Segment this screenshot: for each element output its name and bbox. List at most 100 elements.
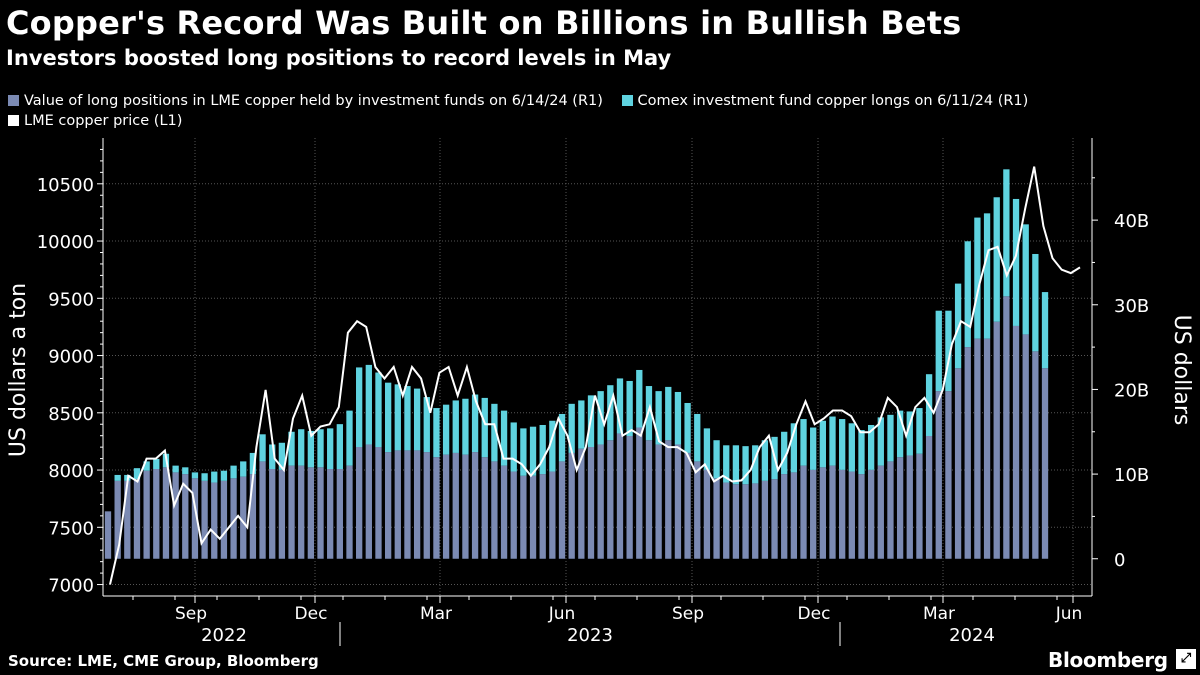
bar-lme-long (346, 465, 353, 559)
bar-lme-long (423, 452, 430, 559)
bar-lme-long (906, 455, 913, 559)
bar-lme-long (491, 461, 498, 559)
bar-lme-long (935, 391, 942, 559)
bar-comex-long (597, 391, 604, 445)
bar-lme-long (829, 465, 836, 559)
bar-lme-long (723, 482, 730, 559)
bar-comex-long (781, 431, 788, 475)
y-right-tick-label: 40B (1114, 211, 1149, 232)
bar-comex-long (327, 428, 334, 470)
bar-comex-long (916, 408, 923, 454)
bar-lme-long (327, 469, 334, 559)
bar-comex-long (549, 420, 556, 472)
bar-comex-long (1012, 198, 1020, 326)
bar-lme-long (220, 480, 228, 559)
legend-item-comex-long: Comex investment fund copper longs on 6/… (621, 91, 1028, 111)
expand-icon[interactable]: ⤢ (1176, 649, 1196, 669)
bar-lme-long (713, 478, 720, 559)
legend-label-lme-long: Value of long positions in LME copper he… (24, 93, 603, 109)
bar-comex-long (819, 420, 826, 468)
bar-lme-long (471, 452, 479, 559)
bar-comex-long (568, 403, 575, 453)
y-right-tick-label: 10B (1114, 465, 1149, 486)
bar-series (104, 169, 1049, 559)
bar-lme-long (790, 472, 798, 559)
x-year-label: 2022 (201, 625, 247, 646)
bar-comex-long (655, 391, 662, 445)
bar-lme-long (568, 452, 575, 559)
bar-lme-long (452, 452, 459, 559)
bar-lme-long (839, 469, 846, 559)
bar-lme-long (810, 469, 817, 559)
bar-lme-long (848, 471, 855, 559)
bar-lme-long (529, 475, 537, 559)
x-tick-label: Dec (798, 604, 831, 624)
chart-legend: Value of long positions in LME copper he… (8, 91, 1042, 131)
bar-lme-long (887, 461, 894, 559)
bar-comex-long (1022, 224, 1029, 335)
bar-comex-long (491, 403, 498, 462)
bar-comex-long (307, 430, 315, 468)
x-year-label: 2023 (567, 625, 613, 646)
bar-comex-long (790, 423, 798, 473)
bar-lme-long (925, 435, 933, 559)
bar-lme-long (520, 475, 527, 559)
bar-lme-long (684, 452, 691, 559)
bar-comex-long (433, 408, 440, 458)
bar-comex-long (829, 416, 836, 466)
bar-comex-long (298, 429, 305, 466)
bar-comex-long (616, 378, 624, 434)
bar-comex-long (269, 444, 276, 470)
bar-lme-long (307, 467, 315, 559)
bar-comex-long (462, 398, 469, 455)
bar-lme-long (655, 444, 662, 559)
bar-comex-long (964, 241, 971, 348)
bar-lme-long (124, 480, 131, 559)
bar-lme-long (404, 450, 411, 559)
bar-lme-long (858, 474, 865, 559)
bar-lme-long (462, 454, 469, 559)
bar-comex-long (607, 385, 614, 441)
bar-lme-long (162, 467, 170, 559)
bar-comex-long (867, 424, 875, 470)
bar-comex-long (500, 410, 508, 466)
y-left-tick-label: 8000 (48, 461, 94, 482)
bar-comex-long (211, 471, 218, 483)
y-left-tick-label: 9500 (48, 289, 94, 310)
bar-lme-long (143, 470, 150, 559)
bar-lme-long (993, 321, 1000, 559)
bar-lme-long (616, 433, 624, 559)
bar-lme-long (336, 469, 343, 559)
bar-comex-long (278, 442, 286, 470)
bar-comex-long (887, 414, 894, 462)
bar-comex-long (674, 391, 682, 445)
bar-comex-long (1003, 169, 1010, 297)
legend-label-price: LME copper price (L1) (24, 113, 183, 129)
bar-lme-long (298, 465, 305, 559)
bloomberg-logo: Bloomberg (1048, 648, 1168, 672)
chart-subtitle: Investors boosted long positions to reco… (6, 46, 672, 70)
bar-lme-long (636, 427, 643, 559)
bar-comex-long (317, 429, 324, 468)
bar-comex-long (626, 380, 633, 436)
bar-comex-long (906, 411, 913, 456)
bar-comex-long (114, 474, 121, 481)
bar-lme-long (153, 469, 160, 559)
chart-title: Copper's Record Was Built on Billions in… (6, 4, 962, 42)
bar-lme-long (394, 450, 401, 559)
bar-comex-long (983, 213, 991, 339)
y-right-tick-label: 30B (1114, 296, 1149, 317)
bar-lme-long (771, 479, 778, 559)
bar-lme-long (781, 474, 788, 559)
y-left-tick-label: 7000 (48, 576, 94, 597)
bar-lme-long (413, 450, 421, 559)
bar-lme-long (510, 471, 517, 559)
bar-lme-long (201, 480, 208, 559)
x-tick-label: Mar (420, 604, 452, 624)
bar-lme-long (916, 453, 923, 559)
bar-comex-long (336, 424, 343, 470)
bar-lme-long (433, 457, 440, 559)
bar-lme-long (114, 480, 121, 559)
bar-lme-long (549, 471, 556, 559)
bar-comex-long (143, 461, 150, 471)
